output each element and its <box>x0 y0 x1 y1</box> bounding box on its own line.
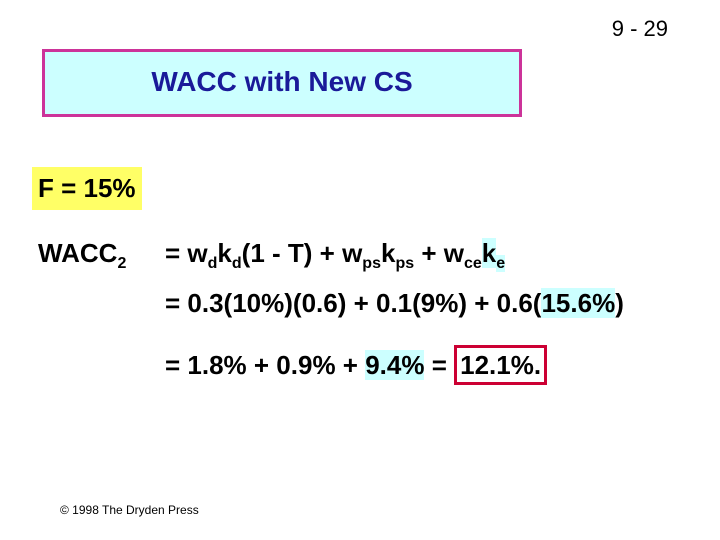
formula-part: d <box>207 255 218 272</box>
formula-part: e <box>496 255 506 272</box>
flotation-cost: F = 15% <box>32 167 142 210</box>
title: WACC with New CS <box>151 66 413 97</box>
formula-part: (1 - T) + w <box>241 238 363 268</box>
formula-part: = 1.8% + 0.9% + <box>165 350 366 380</box>
formula-part: k <box>481 238 497 268</box>
formula-line: = wdkd(1 - T) + wpskps + wceke <box>165 238 506 273</box>
formula-label: WACC2 <box>38 238 126 273</box>
formula-part: k <box>380 238 396 268</box>
formula-part: 2 <box>117 255 127 272</box>
title-box <box>42 49 522 117</box>
formula-part: k <box>217 238 232 268</box>
formula-part: ps <box>362 255 381 272</box>
footer: © 1998 The Dryden Press <box>60 503 199 517</box>
formula-part: = 0.3(10%)(0.6) + 0.1(9%) + 0.6( <box>165 288 542 318</box>
formula-part: ps <box>395 255 415 272</box>
formula-part: 12.1%. <box>454 345 548 385</box>
formula-part: d <box>231 255 242 272</box>
formula-line: = 0.3(10%)(0.6) + 0.1(9%) + 0.6(15.6%) <box>165 288 624 319</box>
formula-part: ) <box>615 288 624 318</box>
formula-part: = w <box>165 238 208 268</box>
formula-part: 15.6% <box>541 288 616 318</box>
formula-line: = 1.8% + 0.9% + 9.4% = 12.1%. <box>165 345 548 385</box>
formula-part: + w <box>414 238 464 268</box>
formula-part: 9.4% <box>365 350 425 380</box>
formula-part: WACC <box>38 238 118 268</box>
formula-part: = <box>424 350 455 380</box>
formula-part: ce <box>463 255 482 272</box>
slide-number: 9 - 29 <box>611 16 668 41</box>
